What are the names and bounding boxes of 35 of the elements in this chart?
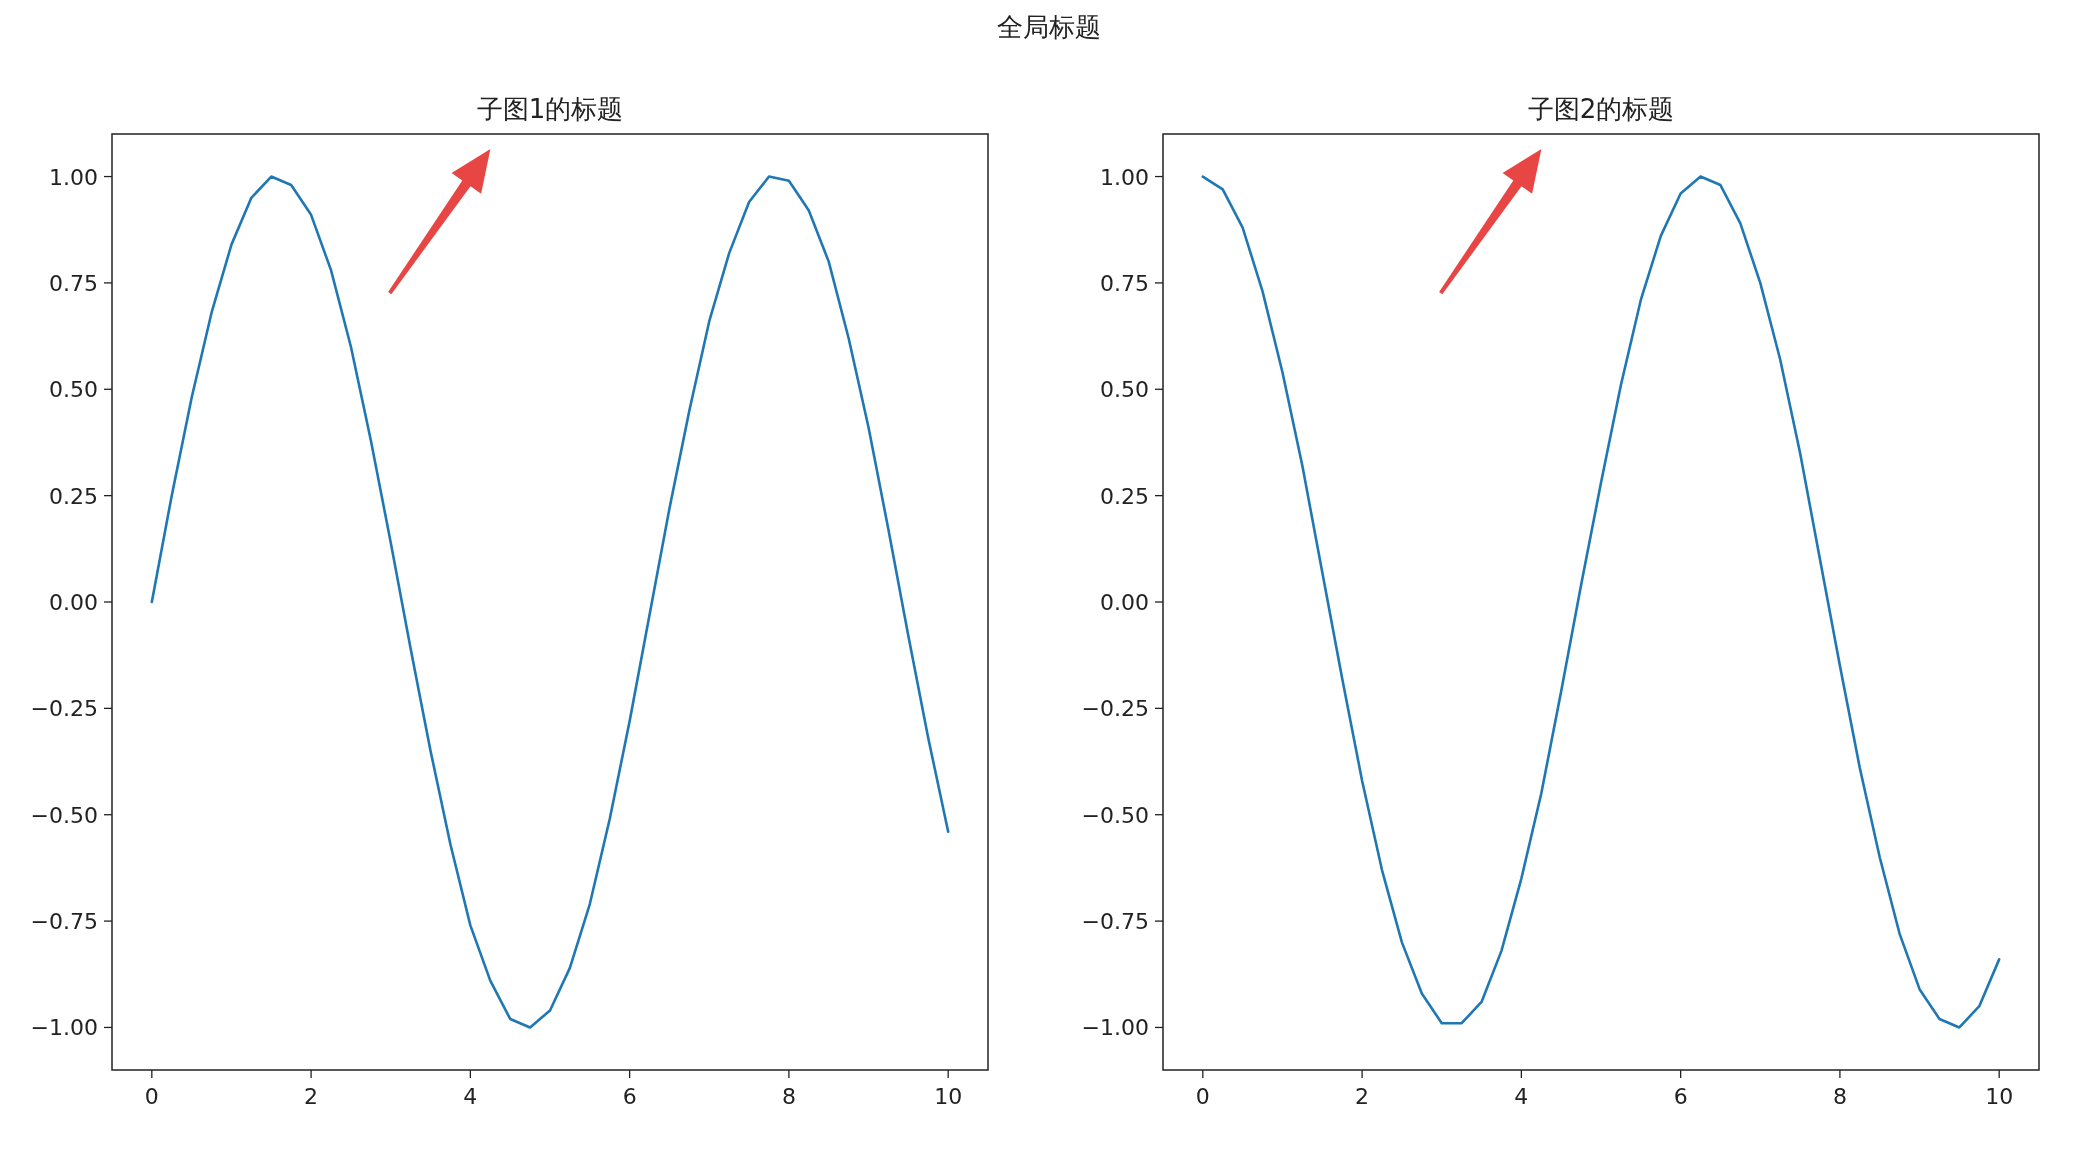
- y-tick-label: 0.50: [1100, 377, 1149, 403]
- x-tick-label: 6: [622, 1084, 637, 1109]
- y-tick-label: 0.50: [49, 377, 98, 403]
- x-tick-label: 2: [304, 1084, 319, 1109]
- text: 全局标题: [997, 12, 1101, 42]
- y-tick-label: 0.00: [49, 590, 98, 615]
- x-tick-label: 0: [144, 1084, 159, 1109]
- y-tick-label: −0.75: [1081, 909, 1149, 935]
- y-tick-label: 0.75: [1100, 270, 1149, 296]
- line-series: [150, 175, 950, 1029]
- y-tick-label: 0.25: [49, 483, 98, 509]
- y-tick-label: −0.25: [30, 696, 98, 722]
- y-tick-label: −0.50: [30, 802, 98, 828]
- y-tick-label: 0.75: [49, 270, 98, 296]
- y-tick-label: −0.25: [1081, 696, 1149, 722]
- x-tick-label: 8: [781, 1084, 796, 1109]
- line-series: [1201, 175, 2001, 1029]
- y-tick-label: −1.00: [30, 1015, 98, 1041]
- x-tick-label: 6: [1673, 1084, 1688, 1109]
- y-tick-label: 0.25: [1100, 483, 1149, 509]
- x-tick-label: 4: [1514, 1084, 1529, 1109]
- x-tick-label: 10: [934, 1084, 963, 1109]
- y-tick-label: 1.00: [49, 164, 98, 190]
- x-tick-label: 0: [1195, 1084, 1210, 1109]
- x-tick-label: 4: [463, 1084, 478, 1109]
- chart-title: 子图1的标题: [476, 94, 624, 124]
- y-tick-label: −0.75: [30, 909, 98, 935]
- x-tick-label: 8: [1832, 1084, 1847, 1109]
- x-tick-label: 10: [1985, 1084, 2014, 1109]
- x-tick-label: 2: [1355, 1084, 1370, 1109]
- y-tick-label: 0.00: [1100, 590, 1149, 615]
- chart-title: 子图2的标题: [1527, 94, 1675, 124]
- y-tick-label: −0.50: [1081, 802, 1149, 828]
- y-tick-label: −1.00: [1081, 1015, 1149, 1041]
- y-tick-label: 1.00: [1100, 164, 1149, 190]
